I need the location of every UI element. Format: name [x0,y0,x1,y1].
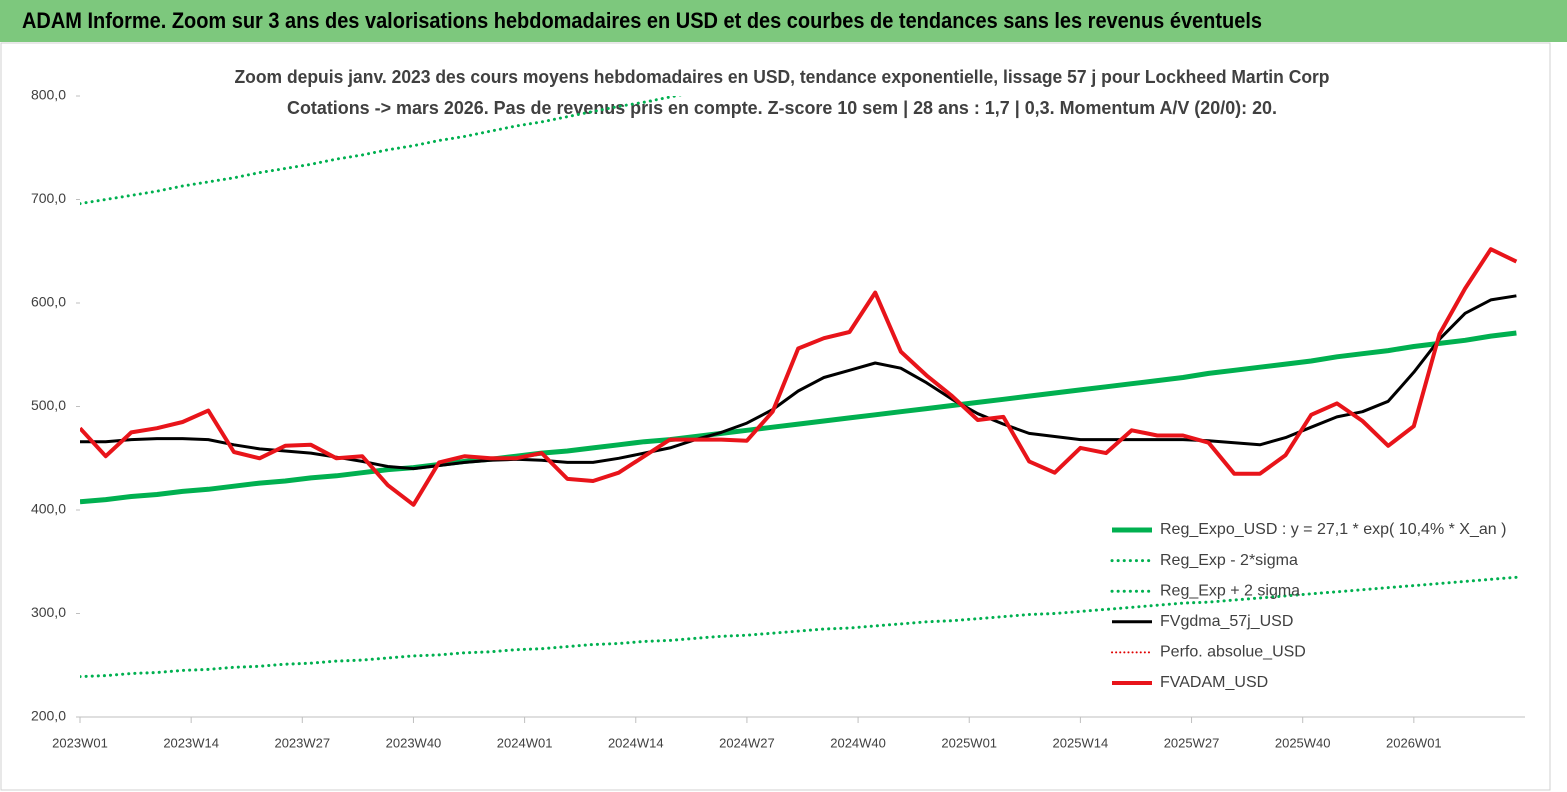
y-tick-label: 500,0 [31,397,66,413]
x-tick-label: 2023W27 [274,735,330,750]
x-tick-label: 2024W01 [497,735,553,750]
x-tick-label: 2025W14 [1053,735,1109,750]
legend-label: Perfo. absolue_USD [1160,644,1306,661]
y-tick-label: 200,0 [31,708,66,724]
x-tick-label: 2025W40 [1275,735,1331,750]
series-line [80,96,683,206]
x-tick-label: 2023W40 [386,735,442,750]
y-tick-label: 300,0 [31,604,66,620]
chart-frame [0,42,1551,791]
series-line [80,575,1518,679]
x-tick-label: 2023W01 [52,735,108,750]
x-tick-label: 2024W40 [830,735,886,750]
series-line [80,247,1518,507]
series-line [80,294,1517,471]
y-tick-label: 800,0 [31,87,66,103]
x-tick-label: 2025W27 [1164,735,1220,750]
x-tick-label: 2023W14 [163,735,219,750]
x-tick-label: 2025W01 [941,735,997,750]
legend-label: FVADAM_USD [1160,674,1268,691]
legend-label: Reg_Expo_USD : y = 27,1 * exp( 10,4% * X… [1160,521,1506,538]
legend-label: Reg_Exp + 2 sigma [1160,582,1300,599]
chart-subtitle: Zoom depuis janv. 2023 des cours moyens … [235,67,1330,87]
chart-subtitle: Cotations -> mars 2026. Pas de revenus p… [287,98,1277,118]
x-tick-label: 2024W14 [608,735,664,750]
plot-area [80,96,1518,679]
x-tick-label: 2026W01 [1386,735,1442,750]
x-tick-label: 2024W27 [719,735,775,750]
series-line [80,330,1517,505]
y-tick-label: 400,0 [31,501,66,517]
legend-label: Reg_Exp - 2*sigma [1160,552,1298,569]
header-bar [0,0,1567,42]
page-title: ADAM Informe. Zoom sur 3 ans des valoris… [22,8,1262,33]
y-tick-label: 600,0 [31,294,66,310]
y-tick-label: 700,0 [31,190,66,206]
legend-label: FVgdma_57j_USD [1160,613,1293,630]
